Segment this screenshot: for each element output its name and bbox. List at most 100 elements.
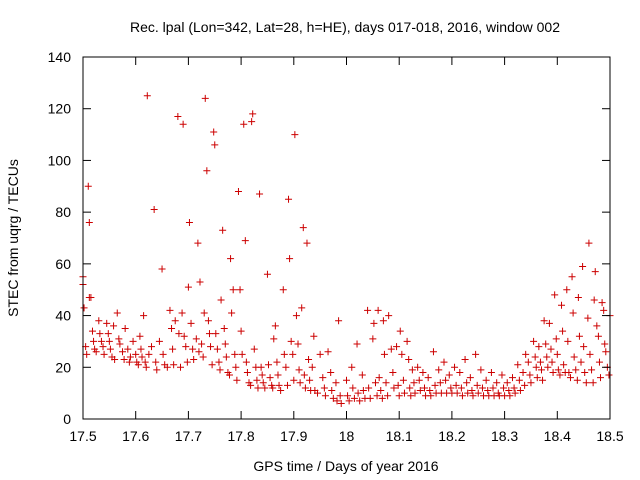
- data-point: [270, 335, 278, 343]
- data-point: [178, 309, 186, 317]
- data-point: [380, 350, 388, 358]
- x-axis: 17.5 17.6 17.7 17.8 17.9 18 18.1 18.2 18.3 18.4 18…: [69, 57, 624, 444]
- data-point: [180, 332, 188, 340]
- data-point: [195, 348, 203, 356]
- data-point: [593, 322, 601, 330]
- data-point: [259, 379, 267, 387]
- data-point: [250, 345, 258, 353]
- data-point: [217, 296, 225, 304]
- data-point: [581, 368, 589, 376]
- data-point: [292, 312, 300, 320]
- data-points: [79, 92, 614, 407]
- data-point: [560, 361, 568, 369]
- data-point: [531, 353, 539, 361]
- data-point: [545, 319, 553, 327]
- data-point: [182, 343, 190, 351]
- data-point: [543, 353, 551, 361]
- data-point: [256, 190, 264, 198]
- data-point: [569, 309, 577, 317]
- x-tick-label: 18.5: [596, 428, 623, 444]
- data-point: [415, 376, 423, 384]
- data-point: [435, 366, 443, 374]
- data-point: [547, 345, 555, 353]
- data-point: [103, 319, 111, 327]
- x-tick-label: 18.3: [491, 428, 518, 444]
- data-point: [285, 195, 293, 203]
- data-point: [574, 293, 582, 301]
- data-point: [241, 237, 249, 245]
- data-point: [168, 325, 176, 332]
- data-point: [158, 265, 166, 273]
- data-point: [277, 387, 285, 395]
- data-point: [447, 384, 455, 392]
- data-point: [229, 286, 237, 294]
- data-point: [95, 317, 103, 325]
- data-point: [237, 327, 245, 335]
- data-point: [579, 262, 587, 270]
- data-point: [148, 343, 156, 351]
- data-point: [551, 291, 559, 299]
- data-point: [411, 389, 419, 397]
- data-point: [440, 358, 448, 366]
- data-point: [466, 374, 474, 382]
- data-point: [521, 381, 529, 389]
- data-point: [279, 286, 287, 294]
- data-point: [389, 368, 397, 376]
- data-point: [410, 379, 418, 387]
- data-point: [519, 368, 527, 376]
- data-point: [310, 332, 318, 340]
- data-point: [263, 270, 271, 278]
- data-point: [452, 381, 460, 389]
- data-point: [305, 356, 313, 364]
- data-point: [526, 371, 534, 379]
- data-point: [306, 376, 314, 384]
- data-point: [125, 358, 133, 366]
- x-tick-label: 18.2: [438, 428, 465, 444]
- data-point: [137, 345, 145, 353]
- data-point: [405, 356, 413, 364]
- data-point: [573, 376, 581, 384]
- data-point: [283, 381, 291, 389]
- data-point: [377, 387, 385, 395]
- x-tick-label: 18: [339, 428, 355, 444]
- data-point: [205, 330, 213, 338]
- data-point: [600, 306, 608, 314]
- data-point: [345, 397, 353, 405]
- data-point: [586, 350, 594, 358]
- data-point: [500, 384, 508, 392]
- data-point: [588, 366, 596, 374]
- data-point: [584, 314, 592, 322]
- data-point: [207, 343, 215, 351]
- data-point: [393, 343, 401, 351]
- data-point: [134, 361, 142, 369]
- data-point: [271, 322, 279, 330]
- data-point: [308, 363, 316, 371]
- data-point: [605, 371, 613, 379]
- data-point: [248, 118, 256, 126]
- x-tick-label: 18.4: [544, 428, 571, 444]
- data-point: [549, 368, 557, 376]
- data-point: [269, 384, 277, 392]
- data-point: [510, 384, 518, 392]
- x-tick-label: 17.9: [280, 428, 307, 444]
- data-point: [190, 356, 198, 364]
- data-point: [554, 366, 562, 374]
- data-point: [598, 299, 606, 307]
- data-point: [506, 392, 514, 400]
- data-point: [594, 332, 602, 340]
- data-point: [399, 376, 407, 384]
- data-point: [287, 337, 295, 345]
- data-point: [575, 332, 583, 340]
- data-point: [219, 226, 227, 234]
- data-point: [316, 350, 324, 358]
- data-point: [222, 353, 230, 361]
- data-point: [166, 306, 174, 314]
- data-point: [280, 350, 288, 358]
- x-tick-label: 17.6: [122, 428, 149, 444]
- data-point: [364, 306, 372, 314]
- data-point: [295, 366, 303, 374]
- data-point: [527, 379, 535, 387]
- data-point: [489, 384, 497, 392]
- data-point: [314, 389, 322, 397]
- data-point: [453, 389, 461, 397]
